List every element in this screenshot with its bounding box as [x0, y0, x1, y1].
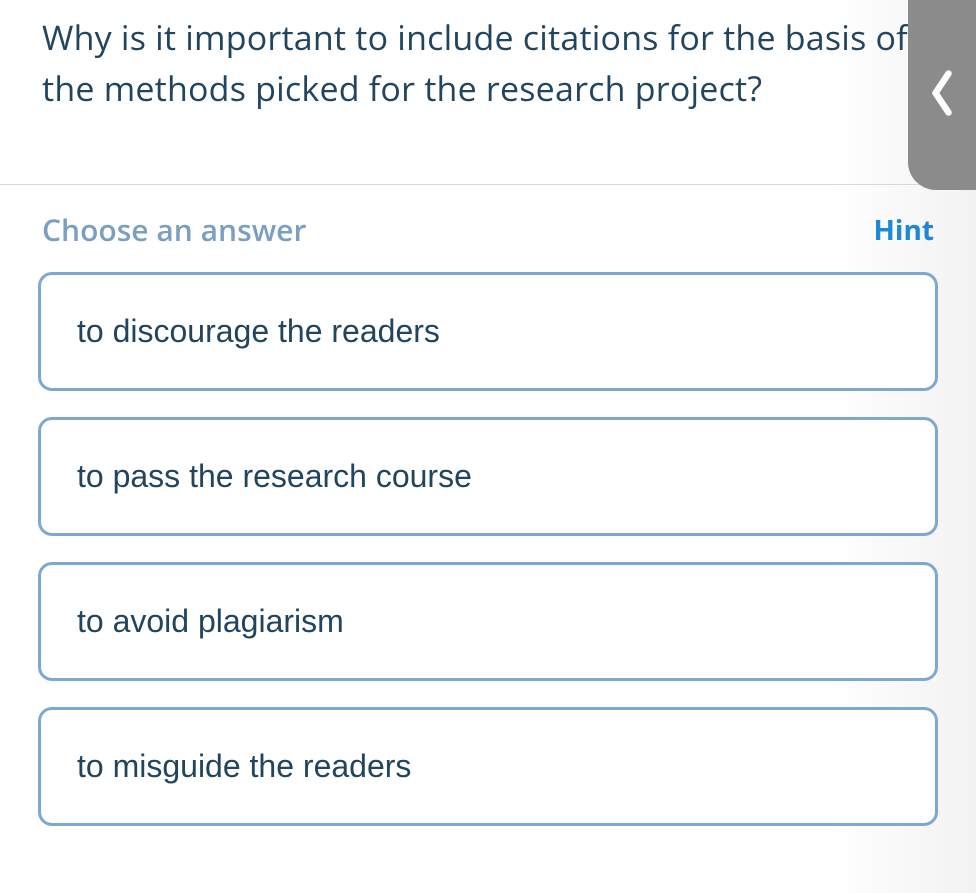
answer-header: Choose an answer Hint — [0, 185, 976, 262]
option-3[interactable]: to misguide the readers — [38, 707, 938, 826]
hint-button[interactable]: Hint — [873, 211, 934, 249]
choose-answer-label: Choose an answer — [42, 209, 306, 250]
option-label: to avoid plagiarism — [77, 603, 344, 639]
options-list: to discourage the readers to pass the re… — [0, 262, 976, 826]
option-label: to misguide the readers — [77, 748, 411, 784]
option-1[interactable]: to pass the research course — [38, 417, 938, 536]
chevron-left-icon — [929, 63, 955, 128]
option-label: to pass the research course — [77, 458, 472, 494]
option-0[interactable]: to discourage the readers — [38, 272, 938, 391]
question-text: Why is it important to include citations… — [42, 12, 936, 114]
side-tab-toggle[interactable] — [908, 0, 976, 190]
option-label: to discourage the readers — [77, 313, 440, 349]
question-area: Why is it important to include citations… — [0, 0, 976, 185]
option-2[interactable]: to avoid plagiarism — [38, 562, 938, 681]
quiz-page: Why is it important to include citations… — [0, 0, 976, 893]
